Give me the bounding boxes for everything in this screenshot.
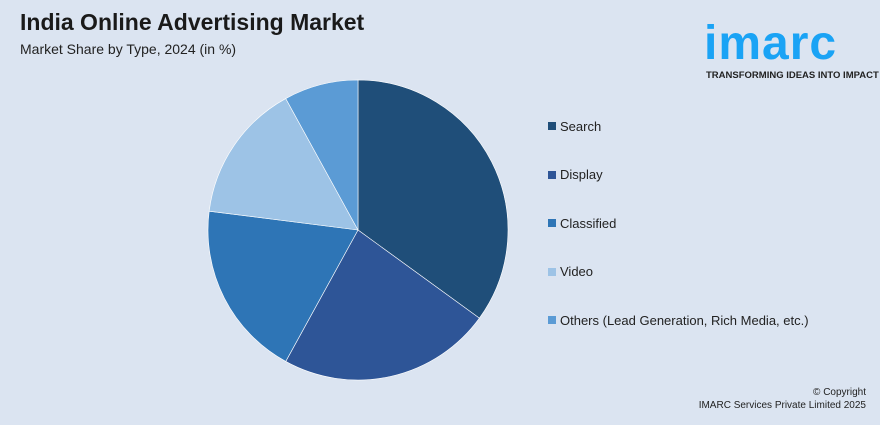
legend-item: Search — [548, 118, 809, 134]
legend-label: Classified — [560, 215, 617, 231]
legend-swatch — [548, 316, 556, 324]
legend: Search Display Classified Video Others (Lead… — [548, 118, 809, 361]
copyright-line-2: IMARC Services Private Limited 2025 — [698, 400, 866, 411]
legend-item: Classified — [548, 215, 809, 231]
legend-label: Search — [560, 118, 602, 134]
pie-slice-display — [285, 229, 480, 381]
pie-slice-search — [357, 79, 509, 319]
legend-swatch — [548, 267, 556, 276]
legend-swatch — [548, 219, 556, 227]
legend-swatch — [548, 170, 556, 179]
pie-slice-video — [208, 98, 359, 231]
legend-item: Video — [548, 264, 809, 280]
imarc-logo: imarc TRANSFORMING IDEAS INTO IMPACT — [700, 4, 879, 84]
legend-label: Others (Lead Generation, Rich Media, etc… — [560, 312, 809, 328]
logo-tagline: TRANSFORMING IDEAS INTO IMPACT — [706, 70, 879, 81]
logo-wordmark: imarc — [704, 17, 838, 70]
pie-slice-others — [285, 79, 359, 231]
copyright: © Copyright IMARC Services Private Limit… — [699, 386, 866, 412]
legend-label: Video — [560, 264, 594, 279]
legend-label: Display — [560, 167, 603, 182]
page-title: India Online Advertising Market — [20, 9, 365, 35]
pie-slice-classified — [207, 210, 359, 362]
legend-swatch — [548, 122, 556, 130]
legend-item: Display — [548, 167, 809, 183]
copyright-line-1: © Copyright — [813, 387, 866, 398]
page-subtitle: Market Share by Type, 2024 (in %) — [20, 41, 237, 57]
legend-item: Others (Lead Generation, Rich Media, etc… — [548, 312, 809, 328]
